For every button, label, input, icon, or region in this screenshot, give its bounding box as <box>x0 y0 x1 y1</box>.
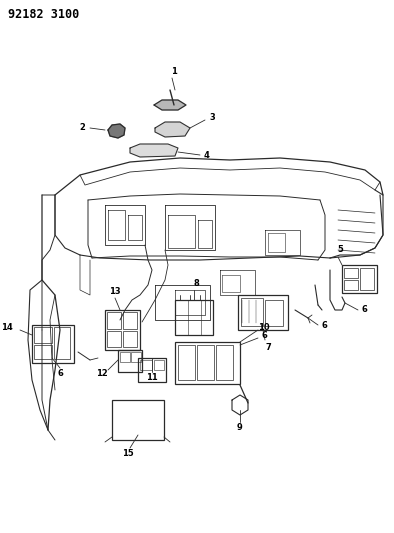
Bar <box>138 358 166 382</box>
Bar <box>118 350 142 372</box>
Bar <box>54 327 70 359</box>
Bar <box>342 265 377 293</box>
Text: 3: 3 <box>209 114 215 123</box>
Bar <box>140 360 152 370</box>
Bar <box>32 325 74 363</box>
Bar <box>107 331 121 347</box>
Text: 4: 4 <box>204 150 210 159</box>
Text: 11: 11 <box>146 374 158 383</box>
Polygon shape <box>155 122 190 137</box>
Bar <box>123 312 137 329</box>
Text: 12: 12 <box>96 369 108 378</box>
Bar <box>154 360 164 370</box>
Polygon shape <box>108 124 125 138</box>
Bar <box>197 345 214 380</box>
Text: 15: 15 <box>122 449 134 458</box>
Text: 6: 6 <box>261 332 267 341</box>
Bar <box>175 300 213 335</box>
Bar <box>120 352 130 362</box>
Bar <box>238 295 288 330</box>
Polygon shape <box>154 100 186 110</box>
Text: 6: 6 <box>321 320 327 329</box>
Bar <box>241 298 263 326</box>
Text: 9: 9 <box>237 424 243 432</box>
Bar <box>178 345 195 380</box>
Bar <box>123 331 137 347</box>
Text: 6: 6 <box>57 369 63 378</box>
Text: 14: 14 <box>1 324 13 333</box>
Text: 10: 10 <box>258 322 270 332</box>
Bar <box>216 345 233 380</box>
Bar <box>265 300 283 326</box>
Text: 8: 8 <box>193 279 199 288</box>
Bar <box>344 268 358 278</box>
Bar <box>34 345 52 359</box>
Bar <box>105 310 140 350</box>
Bar <box>112 400 164 440</box>
Bar <box>34 327 52 343</box>
Text: 1: 1 <box>171 68 177 77</box>
Text: 6: 6 <box>361 305 367 314</box>
Bar <box>175 342 240 384</box>
Bar <box>131 352 141 362</box>
Polygon shape <box>130 144 178 157</box>
Bar <box>360 268 374 290</box>
Bar <box>107 312 121 329</box>
Text: 92182 3100: 92182 3100 <box>8 8 79 21</box>
Text: 5: 5 <box>337 246 343 254</box>
Text: 2: 2 <box>79 124 85 133</box>
Bar <box>344 280 358 290</box>
Text: 7: 7 <box>265 343 271 351</box>
Text: 13: 13 <box>109 287 121 296</box>
